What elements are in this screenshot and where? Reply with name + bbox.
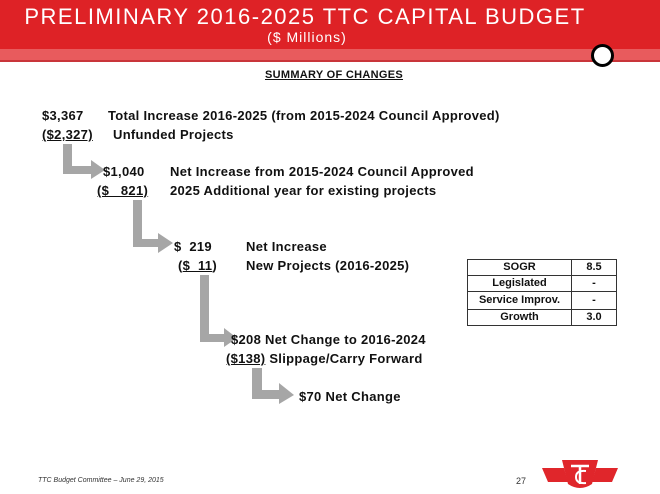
flow-amount-group: ($ 11) — [178, 258, 246, 273]
table-row: SOGR 8.5 — [467, 259, 617, 276]
page-title: PRELIMINARY 2016-2025 TTC CAPITAL BUDGET — [24, 4, 586, 29]
category-cell: Growth — [467, 309, 572, 326]
flow-amount: $208 — [231, 332, 262, 347]
page-number: 27 — [516, 476, 527, 486]
flow-label: Net Increase from 2015-2024 Council Appr… — [170, 164, 474, 179]
title-banner: PRELIMINARY 2016-2025 TTC CAPITAL BUDGET… — [0, 0, 660, 49]
value-cell: 8.5 — [571, 259, 617, 276]
flow-line-net-change: $70 Net Change — [299, 389, 401, 404]
flow-amount: $ 11 — [182, 258, 213, 273]
table-row: Service Improv. - — [467, 291, 617, 310]
table-row: Growth 3.0 — [467, 309, 617, 326]
category-cell: SOGR — [467, 259, 572, 276]
table-row: Legislated - — [467, 275, 617, 292]
paren-open: ( — [178, 258, 183, 273]
page-subtitle: ($ Millions) — [267, 29, 347, 45]
flow-amount: $70 — [299, 389, 322, 404]
flow-line-new-projects: ($ 11) New Projects (2016-2025) — [178, 258, 409, 273]
flow-line-additional-year: ($ 821) 2025 Additional year for existing… — [97, 183, 436, 198]
category-cell: Service Improv. — [467, 291, 572, 310]
value-cell: - — [571, 275, 617, 292]
flow-arrow-icon — [133, 200, 173, 253]
flow-line-net-increase: $ 219 Net Increase — [174, 239, 327, 254]
flow-label: Slippage/Carry Forward — [269, 351, 423, 366]
flow-label: Net Change to 2016-2024 — [265, 332, 426, 347]
flow-amount: ($ 821) — [97, 183, 149, 198]
flow-label: Unfunded Projects — [113, 127, 234, 142]
flow-amount: ($138) — [226, 351, 266, 366]
flow-label: Net Change — [325, 389, 401, 404]
flow-line-total-increase: $3,367 Total Increase 2016-2025 (from 201… — [42, 108, 500, 123]
flow-line-slippage: ($138) Slippage/Carry Forward — [226, 351, 423, 366]
flow-line-unfunded: ($2,327) Unfunded Projects — [42, 127, 234, 142]
category-table: SOGR 8.5 Legislated - Service Improv. - … — [467, 259, 617, 326]
flow-amount: $ 219 — [174, 239, 212, 254]
flow-arrow-icon — [200, 275, 237, 347]
subway-stop-circle-icon — [591, 44, 614, 67]
header-band — [0, 49, 660, 62]
flow-line-net-increase-council: $1,040 Net Increase from 2015-2024 Counci… — [103, 164, 474, 179]
summary-heading: SUMMARY OF CHANGES — [264, 69, 404, 81]
flow-label: New Projects (2016-2025) — [246, 258, 410, 273]
paren-close: ) — [212, 258, 217, 273]
flow-label: Net Increase — [246, 239, 327, 254]
flow-amount: $1,040 — [103, 164, 145, 179]
ttc-logo-icon — [542, 460, 618, 488]
category-cell: Legislated — [467, 275, 572, 292]
value-cell: - — [571, 291, 617, 310]
flow-label: Total Increase 2016-2025 (from 2015-2024… — [108, 108, 500, 123]
footer-committee-date: TTC Budget Committee – June 29, 2015 — [38, 477, 164, 484]
flow-line-net-change-2016-2024: $208 Net Change to 2016-2024 — [231, 332, 426, 347]
flow-label: 2025 Additional year for existing projec… — [170, 183, 437, 198]
flow-amount: $3,367 — [42, 108, 84, 123]
flow-arrow-icon — [252, 368, 294, 404]
flow-arrow-icon — [63, 144, 105, 179]
value-cell: 3.0 — [571, 309, 617, 326]
flow-amount: ($2,327) — [42, 127, 93, 142]
